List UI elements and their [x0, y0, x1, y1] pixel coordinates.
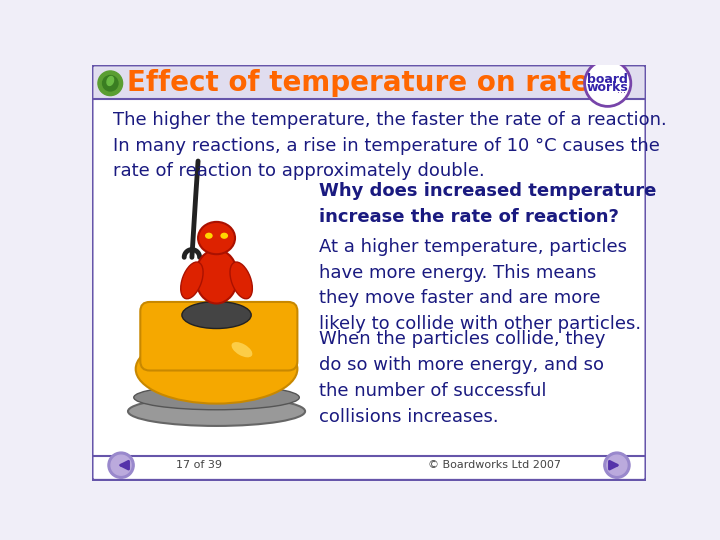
Text: 17 of 39: 17 of 39: [176, 460, 222, 470]
Text: Why does increased temperature
increase the rate of reaction?: Why does increased temperature increase …: [319, 182, 657, 226]
Ellipse shape: [220, 233, 228, 239]
Ellipse shape: [198, 222, 235, 254]
FancyBboxPatch shape: [94, 67, 644, 99]
Ellipse shape: [182, 301, 251, 328]
Text: At a higher temperature, particles
have more energy. This means
they move faster: At a higher temperature, particles have …: [319, 238, 641, 333]
Text: The higher the temperature, the faster the rate of a reaction.
In many reactions: The higher the temperature, the faster t…: [113, 111, 667, 180]
Ellipse shape: [232, 342, 253, 357]
Circle shape: [111, 455, 131, 475]
Text: Effect of temperature on rate: Effect of temperature on rate: [127, 69, 590, 97]
Circle shape: [607, 455, 627, 475]
Ellipse shape: [181, 262, 203, 299]
Ellipse shape: [205, 233, 212, 239]
Text: ...: ...: [617, 85, 626, 94]
Text: board: board: [588, 73, 628, 86]
Circle shape: [108, 452, 134, 478]
Ellipse shape: [230, 262, 253, 299]
Circle shape: [98, 71, 122, 96]
Text: © Boardworks Ltd 2007: © Boardworks Ltd 2007: [428, 460, 562, 470]
Text: works: works: [587, 80, 629, 93]
Circle shape: [585, 60, 631, 106]
Text: When the particles collide, they
do so with more energy, and so
the number of su: When the particles collide, they do so w…: [319, 330, 606, 426]
FancyBboxPatch shape: [140, 302, 297, 370]
Ellipse shape: [128, 397, 305, 426]
Ellipse shape: [135, 334, 297, 403]
Ellipse shape: [107, 77, 114, 85]
Ellipse shape: [134, 385, 300, 410]
FancyBboxPatch shape: [92, 65, 647, 481]
Ellipse shape: [195, 249, 238, 303]
Circle shape: [604, 452, 630, 478]
Circle shape: [102, 76, 118, 91]
